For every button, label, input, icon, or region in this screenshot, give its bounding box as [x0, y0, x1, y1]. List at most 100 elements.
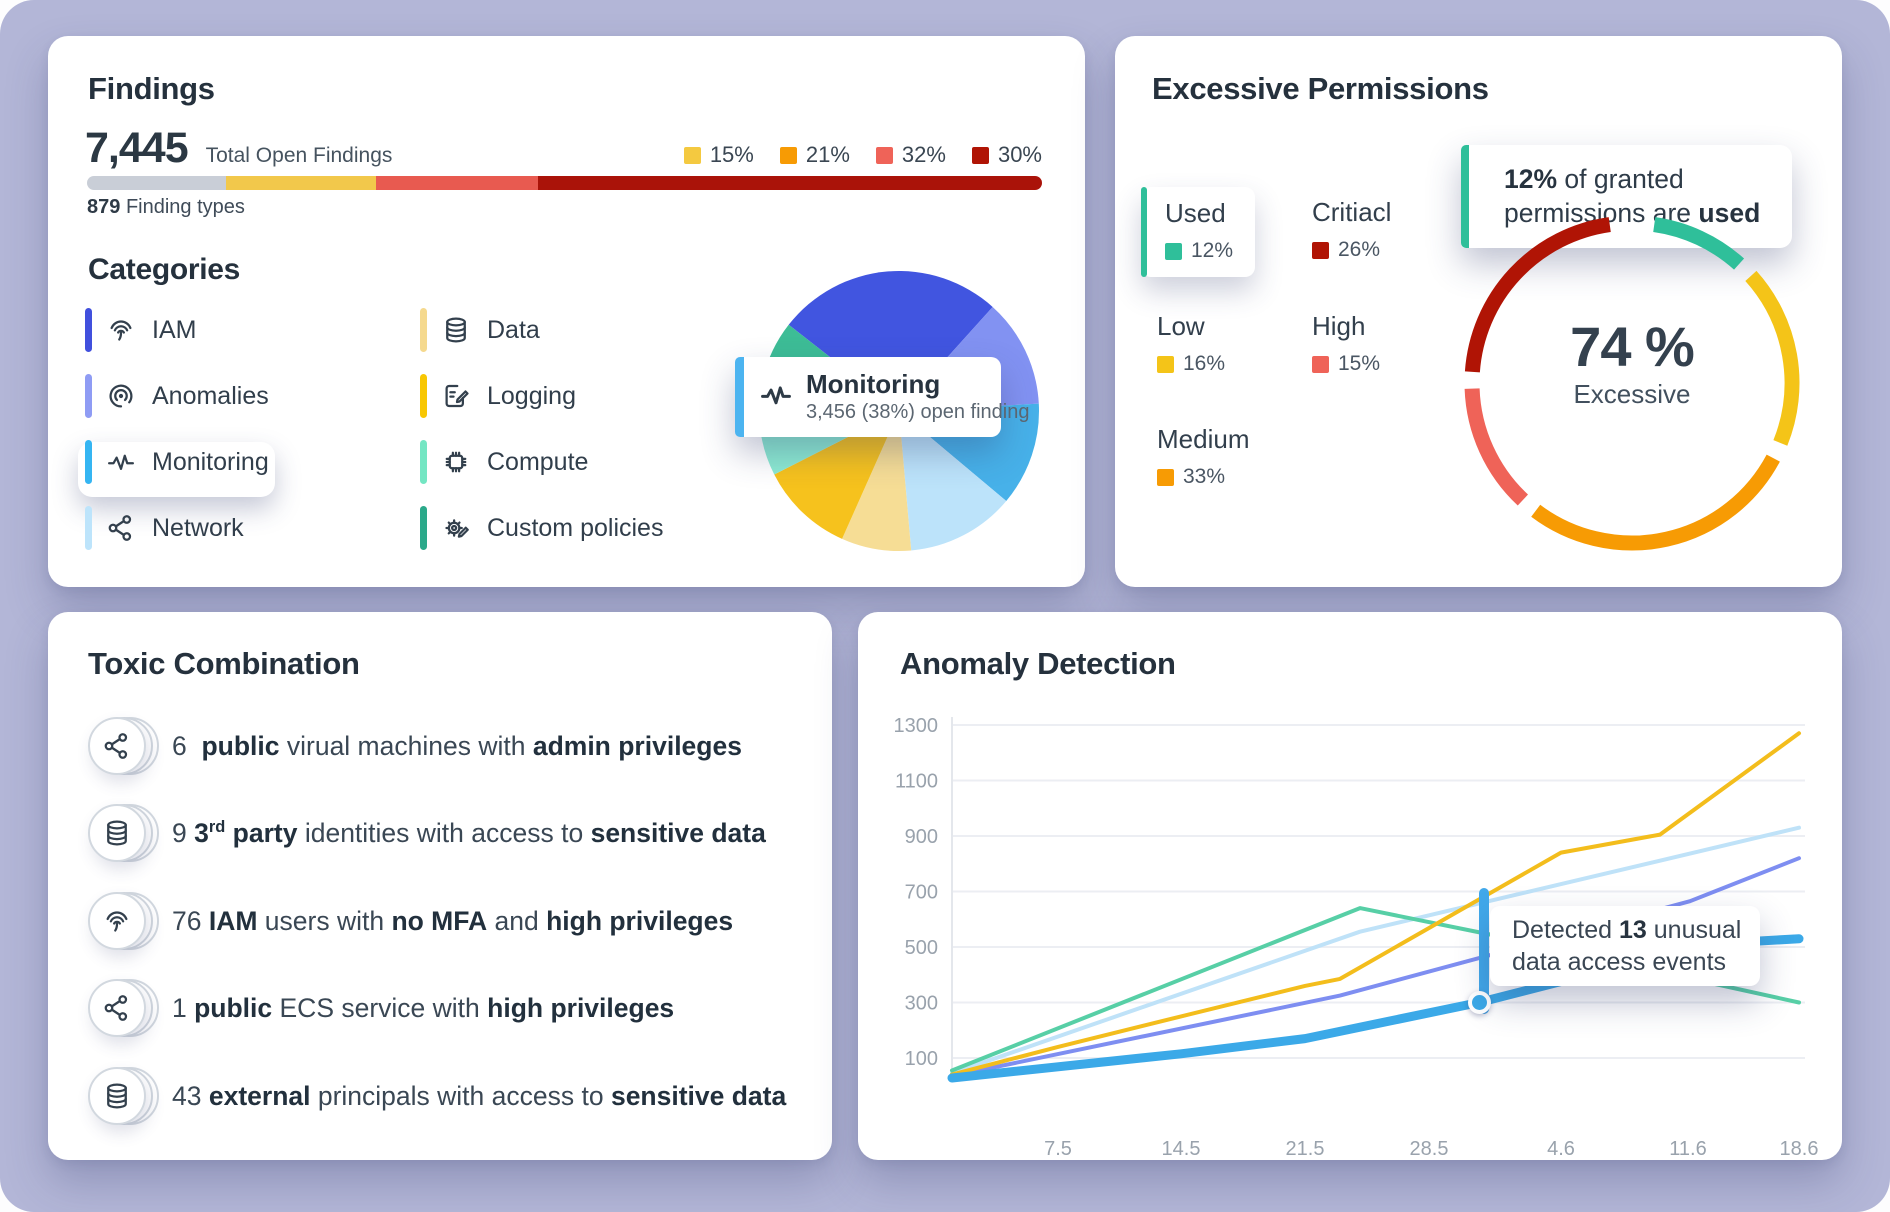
anomaly-title: Anomaly Detection [900, 646, 1176, 681]
finding-types-count: 879 [87, 196, 121, 218]
network-icon [106, 513, 136, 543]
toxic-row-text: 9 3rd party identities with access to se… [172, 817, 766, 848]
anomaly-tooltip: Detected 13 unusual data access events [1490, 906, 1760, 986]
pie-tooltip-value: 3,456 (38%) open finding [806, 401, 1030, 423]
category-item-custom-policies[interactable]: Custom policies [420, 495, 720, 561]
category-color-bar [420, 440, 427, 484]
severity-bar-segment [376, 176, 538, 190]
findings-legend: 15% 21% 32% 30% [683, 142, 1042, 168]
category-label: Logging [487, 381, 576, 410]
x-axis-label: 4.6 [1547, 1138, 1575, 1160]
y-axis-label: 1100 [895, 771, 938, 793]
permissions-legend-medium[interactable]: Medium 33% [1157, 425, 1249, 489]
anomaly-tooltip-text: Detected 13 unusual data access events [1512, 916, 1742, 976]
toxic-combination-row[interactable]: 43 external principals with access to se… [88, 1058, 786, 1134]
legend-swatch [1312, 355, 1329, 373]
anomaly-line-chart[interactable]: 100 300 500 700 900 1100 1300 7.5 14.5 21.5 28.5 4.… [858, 612, 1842, 1160]
toxic-row-text: 1 public ECS service with high privilege… [172, 992, 675, 1023]
donut-segment-medium[interactable] [1531, 454, 1780, 551]
pie-tooltip-title: Monitoring [806, 369, 941, 399]
severity-bar-segment [87, 176, 227, 190]
toxic-combination-row[interactable]: 6 public virual machines with admin priv… [88, 708, 742, 784]
finding-types-label: Finding types [125, 196, 245, 218]
category-label: Custom policies [487, 513, 664, 542]
category-item-logging[interactable]: Logging [420, 363, 720, 429]
toxic-row-text: 43 external principals with access to se… [172, 1080, 787, 1111]
category-color-bar [420, 374, 427, 418]
donut-center: 74 % Excessive [1512, 317, 1752, 410]
y-axis-label: 700 [905, 882, 938, 904]
severity-bar-segment [537, 176, 1042, 190]
logging-icon [441, 381, 471, 411]
category-label: IAM [152, 315, 197, 344]
donut-segment-high[interactable] [1464, 388, 1529, 506]
toxic-combination-row[interactable]: 1 public ECS service with high privilege… [88, 970, 674, 1046]
pie-slice-slice-pale-blue[interactable] [899, 411, 1007, 551]
legend-swatch [971, 146, 989, 164]
category-item-network[interactable]: Network [85, 495, 420, 561]
series-yellow [950, 731, 1801, 1077]
donut-segment-critical[interactable] [1464, 217, 1611, 373]
anomaly-marker-dot[interactable] [1468, 991, 1491, 1014]
legend-swatch [779, 146, 797, 164]
pie-slice-monitoring[interactable] [788, 271, 993, 411]
excessive-percent: 74 % [1570, 315, 1695, 378]
pulse-icon [759, 378, 793, 417]
finding-types: 879 Finding types [87, 197, 245, 218]
permissions-legend-used[interactable]: Used 12% [1141, 187, 1256, 277]
fingerprint-icon [88, 892, 159, 950]
category-label: Monitoring [152, 447, 269, 476]
permissions-legend-high[interactable]: High 15% [1312, 312, 1380, 376]
x-axis-label: 28.5 [1410, 1138, 1449, 1160]
toxic-combination-row[interactable]: 76 IAM users with no MFA and high privil… [88, 883, 733, 959]
y-axis-label: 1300 [894, 715, 939, 737]
toxic-row-text: 6 public virual machines with admin priv… [172, 730, 742, 761]
legend-swatch [683, 146, 701, 164]
database-icon [88, 804, 159, 862]
legend-swatch [1312, 241, 1329, 259]
category-label: Compute [487, 447, 589, 476]
x-axis-label: 7.5 [1044, 1138, 1072, 1160]
category-label: Anomalies [152, 381, 269, 410]
category-item-compute[interactable]: Compute [420, 429, 720, 495]
policy-icon [441, 513, 471, 543]
category-item-iam[interactable]: IAM [85, 297, 420, 363]
findings-severity-bar [87, 176, 1042, 190]
excessive-label: Excessive [1573, 379, 1691, 409]
legend-label: 32% [901, 142, 946, 167]
permissions-legend-low[interactable]: Low 16% [1157, 312, 1225, 376]
findings-legend-item[interactable]: 30% [971, 142, 1042, 168]
findings-legend-item[interactable]: 15% [683, 142, 754, 168]
findings-legend-item[interactable]: 32% [875, 142, 946, 168]
toxic-combination-row[interactable]: 9 3rd party identities with access to se… [88, 795, 766, 871]
legend-label: 30% [997, 142, 1042, 167]
category-color-bar [420, 506, 427, 550]
y-axis-label: 300 [905, 993, 938, 1015]
excessive-permissions-card: Excessive Permissions Used 12% Critiacl 2… [1115, 36, 1842, 587]
total-open-findings-label: Total Open Findings [205, 144, 393, 167]
legend-swatch [1165, 242, 1182, 260]
legend-percent: 16% [1183, 352, 1226, 375]
category-color-bar [85, 308, 92, 352]
y-axis-label: 100 [905, 1048, 938, 1070]
category-color-bar [85, 506, 92, 550]
x-axis-label: 18.6 [1780, 1138, 1819, 1160]
excessive-permissions-donut-chart[interactable] [1452, 203, 1812, 563]
category-color-bar [85, 440, 92, 484]
category-item-monitoring[interactable]: Monitoring [78, 429, 420, 497]
network-icon [88, 717, 159, 775]
findings-legend-item[interactable]: 21% [779, 142, 850, 168]
permissions-legend-critiacl[interactable]: Critiacl 26% [1312, 198, 1391, 262]
permissions-title: Excessive Permissions [1152, 71, 1489, 106]
donut-segment-low[interactable] [1745, 270, 1800, 446]
pie-slice-slice-cream[interactable] [842, 411, 912, 552]
donut-segment-used[interactable] [1653, 217, 1745, 270]
category-item-data[interactable]: Data [420, 297, 720, 363]
pie-slice-slice-yellow[interactable] [774, 411, 899, 539]
findings-title: Findings [88, 71, 215, 106]
legend-percent: 26% [1338, 238, 1381, 261]
legend-percent: 33% [1183, 465, 1226, 488]
severity-bar-segment [226, 176, 377, 190]
category-item-anomalies[interactable]: Anomalies [85, 363, 420, 429]
